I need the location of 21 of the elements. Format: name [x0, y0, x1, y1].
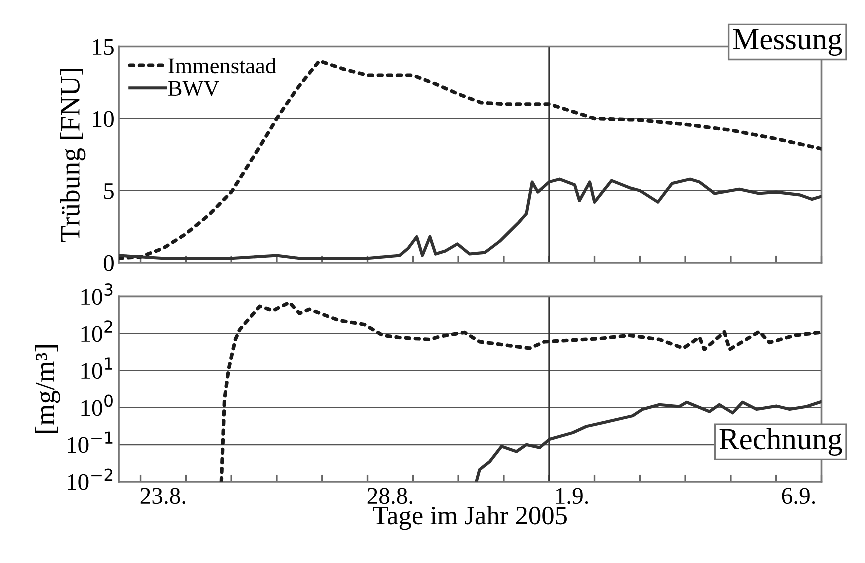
- y-tick-label: 10$^{−2}$: [68, 468, 113, 490]
- legend-label: Immenstaad: [168, 58, 276, 74]
- y-axis-title: Trübung [FNU]: [60, 69, 86, 242]
- x-tick-label: 23.8.: [140, 488, 186, 504]
- x-axis-title: Tage im Jahr 2005: [373, 506, 567, 530]
- annotation: Rechnung: [720, 428, 842, 456]
- y-tick-label: 15: [93, 39, 114, 56]
- y-tick-label: 5: [104, 184, 114, 200]
- y-tick-label: 10$^{1}$: [82, 358, 113, 380]
- y-tick-label: 10$^{3}$: [82, 284, 113, 306]
- y-tick-label: 10$^{2}$: [82, 320, 112, 342]
- x-tick-label: 28.8.: [368, 488, 413, 504]
- x-tick-label: 6.9.: [782, 488, 816, 504]
- annotation: Messung: [733, 29, 842, 56]
- y-tick-label: 10: [93, 111, 114, 128]
- y-tick-label: 0: [104, 255, 114, 272]
- legend-label: BWV: [168, 81, 220, 96]
- y-tick-label: 10$^{0}$: [82, 394, 113, 416]
- x-tick-label: 1.9.: [556, 488, 588, 504]
- y-axis-title: [mg/m³]: [35, 346, 60, 434]
- y-tick-label: 10$^{−1}$: [68, 432, 113, 454]
